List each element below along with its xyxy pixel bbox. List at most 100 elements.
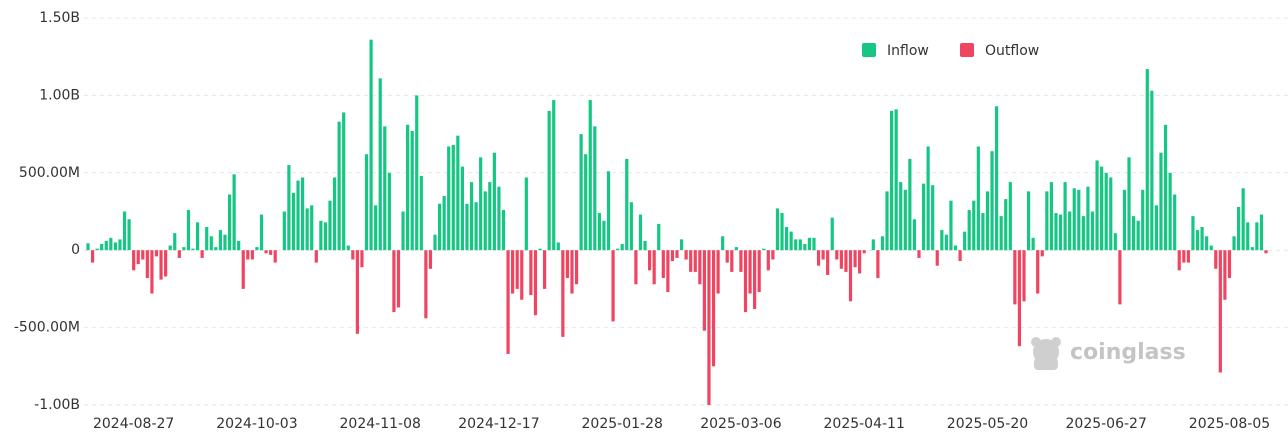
bar	[821, 250, 825, 260]
bar	[830, 217, 834, 251]
bar	[205, 226, 209, 251]
y-tick-label: -1.00B	[34, 397, 80, 413]
x-tick-label: 2024-11-08	[340, 416, 421, 432]
bar	[588, 100, 592, 251]
bar	[848, 250, 853, 302]
bar	[465, 203, 469, 251]
bar	[903, 189, 907, 251]
bar	[90, 250, 95, 263]
bar	[638, 214, 643, 251]
bar	[844, 250, 848, 272]
bar	[250, 250, 254, 260]
bar	[1036, 250, 1040, 294]
bar	[1095, 160, 1099, 251]
bar	[415, 95, 419, 251]
bar	[921, 183, 926, 251]
bar	[501, 209, 506, 251]
bar	[967, 209, 971, 251]
bar	[296, 180, 300, 251]
watermark: coinglass	[1070, 340, 1186, 365]
bar	[1077, 189, 1081, 251]
bar	[574, 250, 579, 285]
bar	[401, 211, 405, 251]
bar	[497, 186, 501, 251]
bar	[132, 250, 136, 271]
bar	[479, 157, 483, 251]
bar	[488, 182, 492, 251]
bar	[743, 250, 748, 313]
bar	[259, 214, 264, 251]
bar	[675, 250, 679, 258]
bar	[1250, 247, 1254, 251]
bar	[556, 242, 560, 251]
bar	[871, 239, 875, 251]
bar	[698, 250, 702, 285]
legend-label: Outflow	[985, 43, 1039, 59]
bar	[931, 185, 935, 251]
bar	[433, 234, 437, 251]
y-tick-label: 1.00B	[39, 87, 80, 103]
bar	[789, 231, 793, 251]
bar	[935, 250, 939, 266]
bar	[520, 250, 524, 300]
bar	[689, 250, 693, 272]
bar	[1209, 245, 1213, 251]
bar	[191, 248, 195, 251]
bar	[912, 219, 917, 251]
bar	[141, 250, 145, 260]
bar	[565, 250, 570, 279]
bar	[1026, 191, 1031, 251]
bar	[1264, 250, 1268, 254]
bar	[803, 244, 807, 251]
bar	[1246, 222, 1250, 251]
bar	[209, 236, 213, 251]
bar	[798, 239, 802, 251]
bar	[985, 191, 990, 251]
bar	[839, 250, 843, 269]
bar	[1182, 250, 1186, 263]
legend-swatch	[862, 43, 876, 57]
bar	[451, 144, 455, 251]
bar	[506, 250, 510, 354]
y-tick-label: 0	[71, 242, 80, 258]
bar	[926, 146, 930, 251]
bar	[515, 250, 519, 289]
bar	[319, 220, 323, 251]
bar	[661, 250, 665, 279]
bar	[1259, 214, 1264, 251]
bar	[214, 247, 218, 251]
legend-label: Inflow	[887, 43, 929, 59]
bar	[593, 126, 597, 251]
bar	[1200, 226, 1204, 251]
bar	[958, 250, 962, 262]
bar	[342, 112, 346, 251]
bar	[159, 250, 163, 280]
legend-swatch	[960, 43, 974, 57]
bar	[1045, 191, 1049, 251]
bar	[853, 250, 857, 268]
bar	[109, 237, 113, 251]
bar	[355, 250, 359, 334]
bar	[86, 243, 90, 251]
x-tick-label: 2025-01-28	[582, 416, 663, 432]
bar	[561, 250, 565, 337]
bar	[1081, 216, 1085, 251]
bar	[118, 239, 122, 251]
bar	[232, 174, 236, 251]
bar	[186, 209, 191, 251]
bar	[529, 250, 533, 296]
bar	[862, 250, 866, 254]
bar	[1227, 250, 1232, 279]
y-tick-label: -500.00M	[14, 320, 80, 336]
bar	[1232, 236, 1236, 251]
bar	[474, 202, 478, 251]
bar	[168, 245, 172, 251]
x-tick-label: 2024-08-27	[93, 416, 174, 432]
bar	[542, 250, 547, 289]
bar	[1104, 172, 1108, 251]
bar	[1068, 211, 1072, 251]
bar	[616, 248, 620, 251]
bar	[346, 245, 350, 251]
bar	[323, 222, 328, 251]
bar	[707, 250, 711, 405]
